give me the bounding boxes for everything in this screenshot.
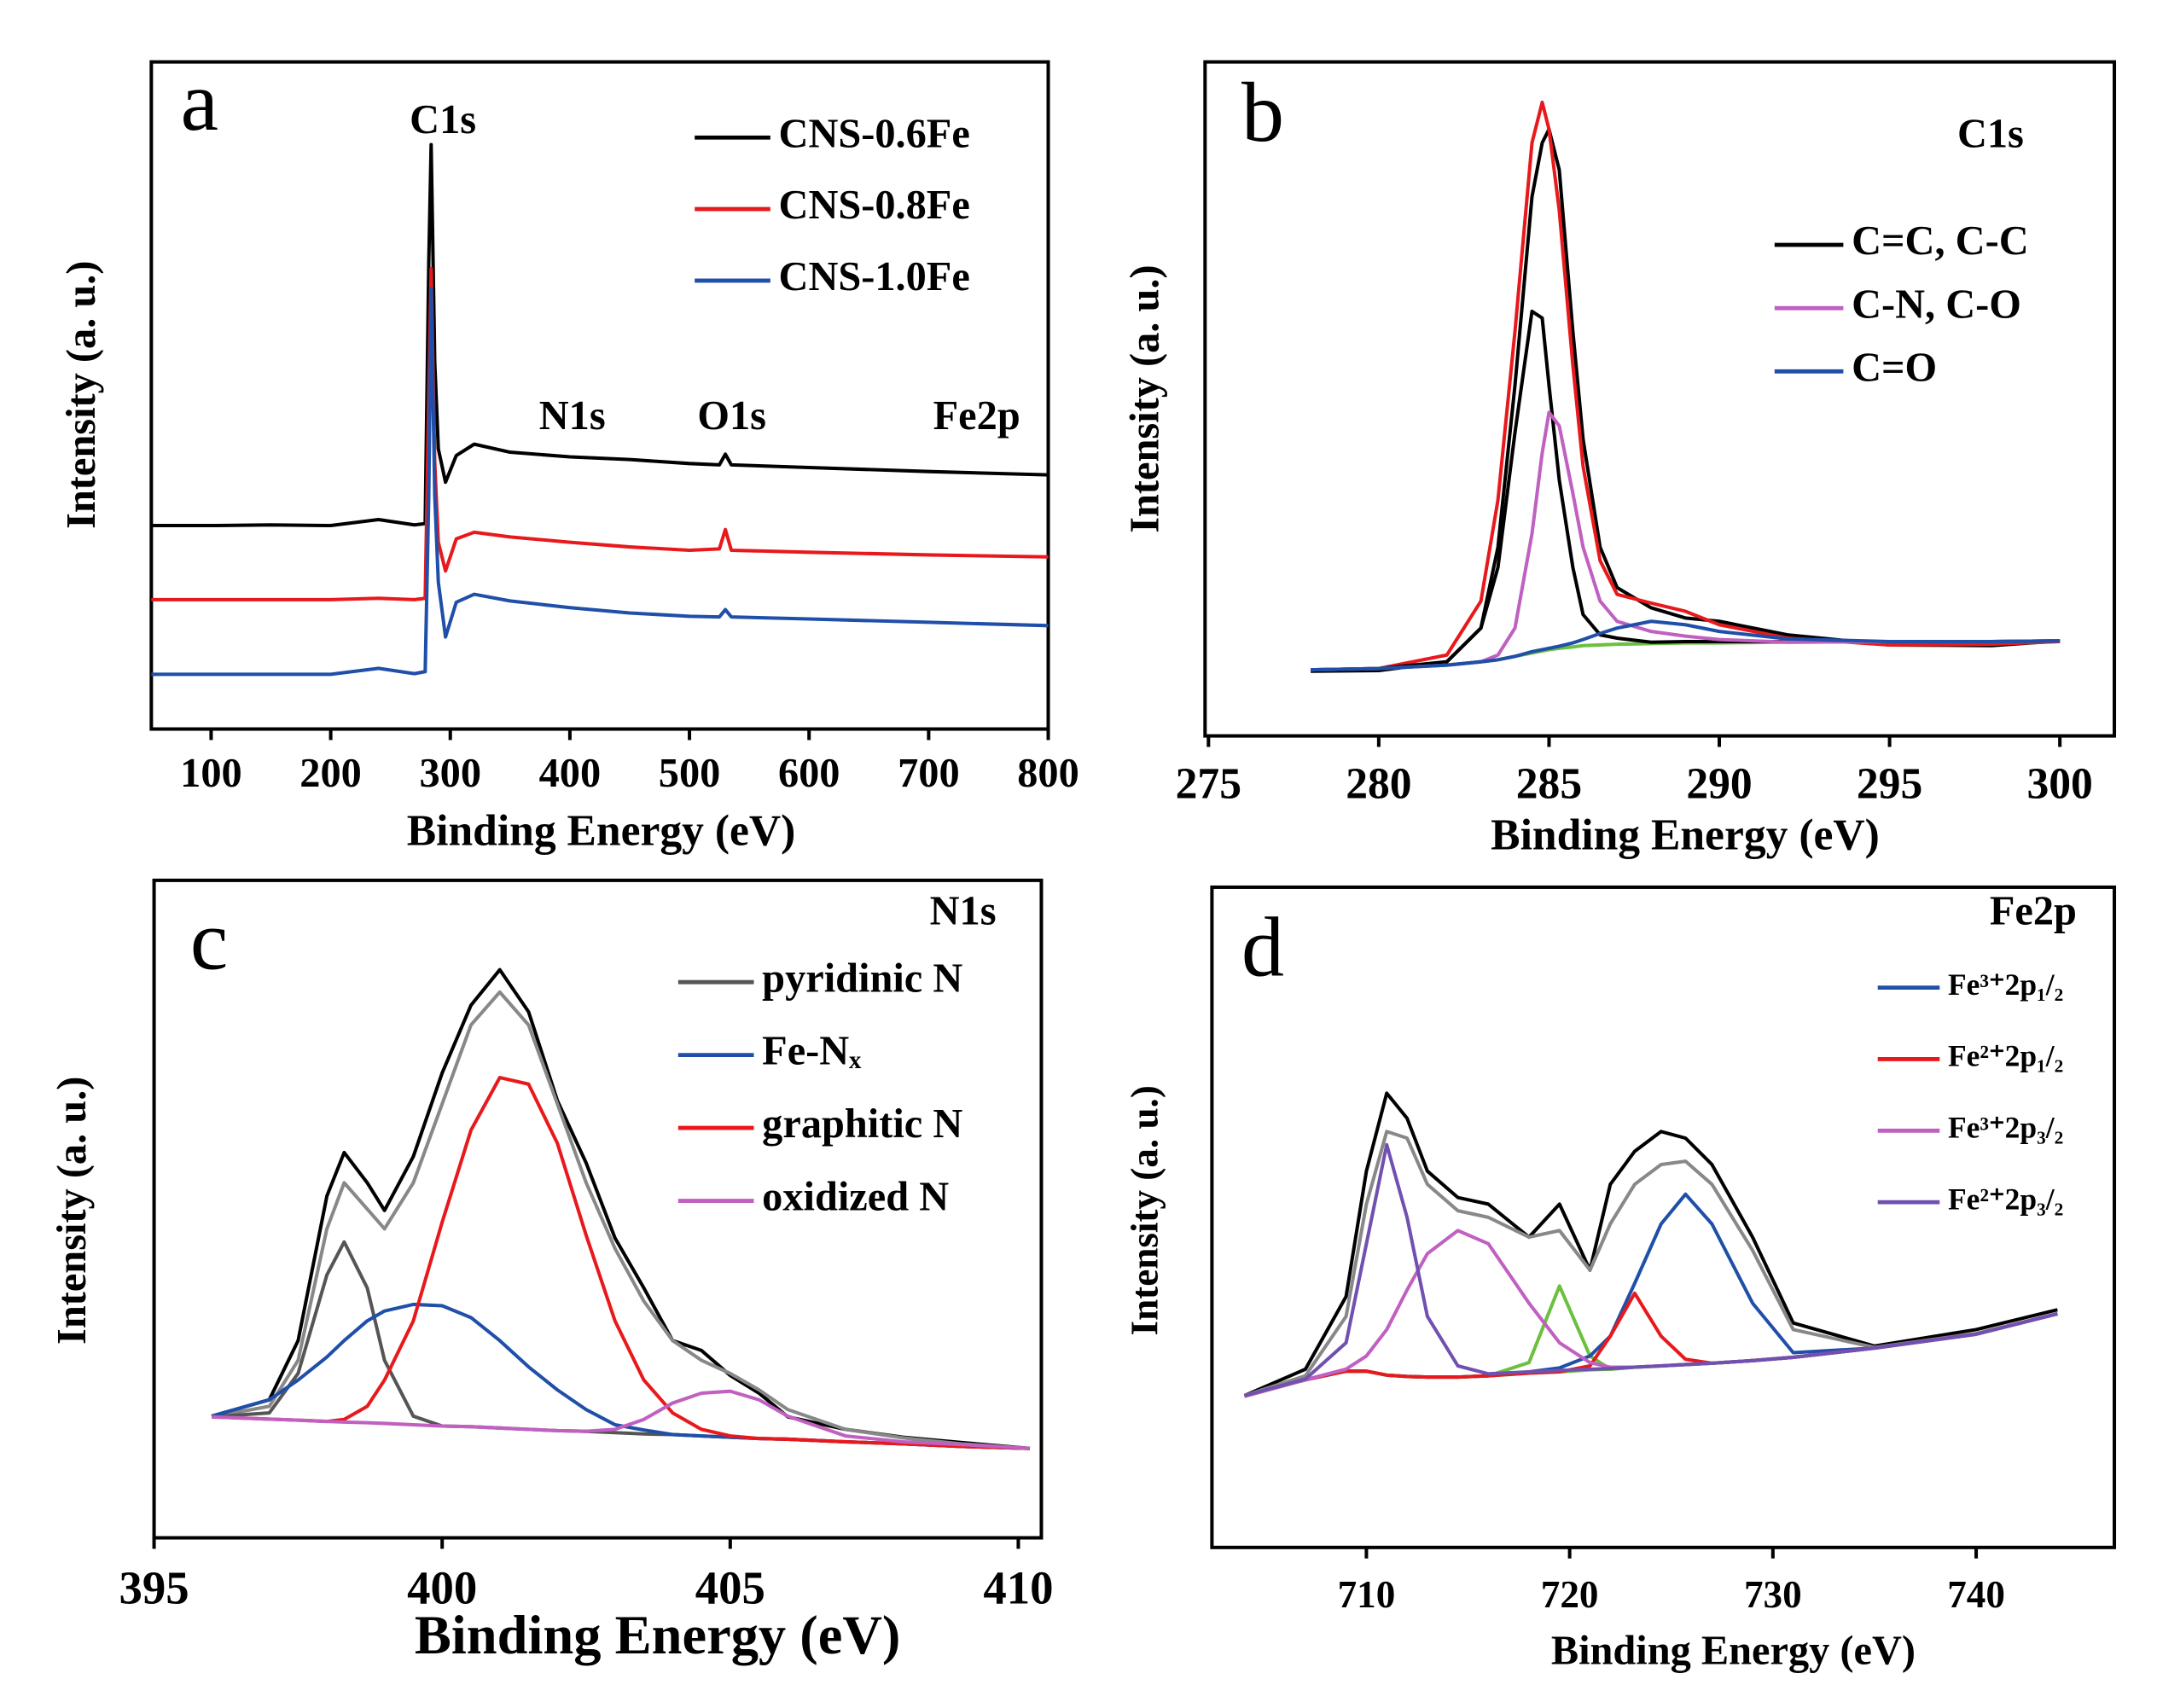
panel-label: c: [190, 892, 228, 987]
legend-label: C-N, C-O: [1852, 282, 2021, 327]
peak-annotation: N1s: [930, 888, 997, 933]
x-tick-label: 300: [2026, 760, 2092, 809]
legend-label: pyridinic N: [762, 956, 962, 1001]
spectrum-line: [1243, 1130, 2058, 1397]
legend-label: graphitic N: [762, 1101, 962, 1147]
y-axis-label: Intensity (a. u.): [1124, 1085, 1166, 1335]
peak-annotation: O1s: [697, 393, 766, 439]
spectrum-line: [212, 1076, 1031, 1450]
x-tick-label: 800: [1017, 751, 1079, 796]
spectrum-line: [1243, 1091, 2058, 1397]
peak-annotation: N1s: [539, 393, 606, 439]
x-tick-label: 600: [778, 751, 840, 796]
peak-annotation: C1s: [1957, 111, 2024, 156]
spectrum-line: [211, 990, 1031, 1450]
x-axis-label: Binding Energy (eV): [1491, 810, 1880, 859]
legend-label: Fe³⁺2p₁/₂: [1948, 967, 2063, 1002]
spectrum-line: [1311, 410, 2061, 672]
x-tick-label: 730: [1744, 1573, 1802, 1616]
peak-annotation: Fe2p: [1990, 888, 2077, 933]
x-tick-label: 720: [1541, 1573, 1599, 1616]
spectrum-line: [1311, 127, 2061, 673]
x-axis-label: Binding Energy (eV): [1551, 1629, 1916, 1674]
x-tick-label: 275: [1176, 760, 1241, 809]
legend-label: CNS-0.6Fe: [779, 111, 970, 156]
x-tick-label: 280: [1346, 760, 1411, 809]
x-tick-label: 295: [1857, 760, 1922, 809]
x-tick-label: 290: [1686, 760, 1752, 809]
legend-label: C=C, C-C: [1852, 218, 2029, 264]
plot-frame: [152, 878, 1044, 1540]
spectrum-line: [1243, 1142, 2058, 1397]
spectrum-line: [1243, 1291, 2058, 1398]
spectrum-line: [1311, 100, 2061, 672]
panel-label: a: [181, 54, 218, 148]
x-tick-label: 395: [119, 1562, 189, 1614]
legend-label: Fe²⁺2p₃/₂: [1948, 1182, 2063, 1216]
x-tick-label: 100: [180, 751, 242, 796]
spectrum-line: [151, 142, 1049, 528]
y-axis-label: Intensity (a. u.): [1122, 264, 1167, 532]
x-axis-label: Binding Energy (eV): [415, 1605, 901, 1665]
legend-label: Fe³⁺2p₃/₂: [1948, 1110, 2063, 1144]
peak-annotation: C1s: [410, 97, 476, 142]
legend-label: CNS-0.8Fe: [779, 183, 970, 228]
legend-label: Fe²⁺2p₁/₂: [1948, 1039, 2063, 1073]
y-axis-label: Intensity (a. u.): [59, 261, 104, 529]
legend-label: C=O: [1852, 345, 1937, 390]
plot-frame: [149, 60, 1050, 731]
x-tick-label: 700: [898, 751, 960, 796]
spectrum-line: [151, 287, 1049, 677]
x-axis-label: Binding Energy (eV): [407, 807, 796, 856]
legend-label: oxidized N: [762, 1175, 949, 1220]
x-tick-label: 285: [1516, 760, 1582, 809]
x-tick-label: 405: [695, 1562, 765, 1614]
x-tick-label: 740: [1947, 1573, 2005, 1616]
x-tick-label: 410: [983, 1562, 1053, 1614]
plot-frame: [1203, 60, 2117, 738]
spectrum-line: [211, 1240, 1031, 1450]
legend-label: Fe-Nₓ: [762, 1029, 861, 1074]
x-tick-label: 710: [1338, 1573, 1396, 1616]
spectrum-line: [1311, 619, 2061, 672]
spectrum-line: [151, 266, 1049, 601]
legend-label: CNS-1.0Fe: [779, 254, 970, 299]
x-tick-label: 500: [659, 751, 721, 796]
spectrum-line: [1311, 309, 2061, 672]
panel-label: d: [1241, 899, 1284, 994]
x-tick-label: 300: [419, 751, 481, 796]
x-tick-label: 200: [299, 751, 362, 796]
spectrum-line: [212, 1389, 1031, 1450]
x-tick-label: 400: [539, 751, 602, 796]
y-axis-label: Intensity (a. u.): [49, 1077, 95, 1345]
peak-annotation: Fe2p: [933, 393, 1020, 439]
plot-frame: [1210, 885, 2117, 1549]
panel-label: b: [1241, 65, 1284, 160]
x-tick-label: 400: [407, 1562, 477, 1614]
